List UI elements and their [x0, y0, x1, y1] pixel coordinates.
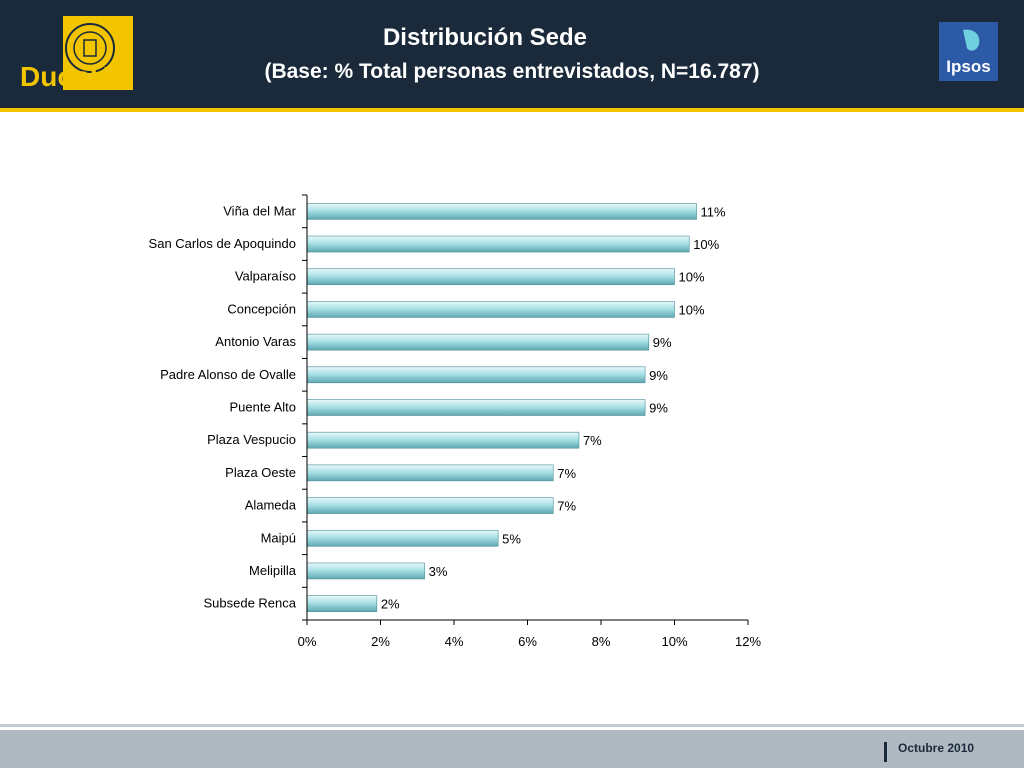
duocuc-logo: DuocUC [20, 16, 133, 90]
x-tick-label: 10% [661, 634, 687, 649]
category-label: Subsede Renca [203, 596, 296, 611]
footer-date: Octubre 2010 [898, 741, 975, 755]
category-label: Melipilla [249, 563, 297, 578]
ipsos-logo: Ipsos [939, 22, 998, 81]
bar [306, 595, 378, 612]
header-bar [0, 0, 1024, 108]
category-label: Plaza Vespucio [207, 432, 296, 447]
bar [306, 366, 646, 384]
page-subtitle: (Base: % Total personas entrevistados, N… [264, 60, 760, 83]
data-label: 7% [557, 499, 576, 514]
footer-bar [0, 730, 1024, 768]
category-label: San Carlos de Apoquindo [149, 236, 296, 251]
footer-divider [0, 724, 1024, 727]
bar [306, 431, 580, 449]
header-accent-rule [0, 108, 1024, 112]
x-tick-label: 12% [735, 634, 761, 649]
x-tick-label: 4% [445, 634, 464, 649]
bar [306, 562, 425, 580]
category-label: Puente Alto [230, 400, 297, 415]
bar-chart: Viña del Mar 11% San Carlos de Apoquindo 10… [149, 194, 761, 649]
category-label: Maipú [261, 530, 296, 545]
chart-bars-group [306, 203, 697, 612]
category-label: Concepción [227, 301, 296, 316]
category-label: Plaza Oeste [225, 465, 296, 480]
data-label: 9% [649, 401, 668, 416]
data-label: 7% [583, 433, 602, 448]
bar [306, 497, 554, 514]
category-label: Valparaíso [235, 269, 296, 284]
data-label: 11% [701, 204, 726, 219]
x-tick-label: 2% [371, 634, 390, 649]
bar [306, 464, 554, 482]
data-label: 2% [381, 597, 400, 612]
page-title: Distribución Sede [382, 24, 588, 51]
x-tick-label: 0% [298, 634, 317, 649]
ipsos-logo-text: Ipsos [946, 57, 990, 76]
footer-marker [884, 742, 887, 762]
chart-axes-group: Viña del Mar 11% San Carlos de Apoquindo 10… [149, 194, 761, 649]
bar [306, 529, 499, 547]
bar [306, 235, 690, 253]
x-tick-label: 6% [518, 634, 537, 649]
category-label: Antonio Varas [215, 334, 296, 349]
data-label: 7% [557, 466, 576, 481]
duocuc-logo-text: DuocUC [20, 61, 130, 90]
bar [306, 301, 675, 318]
data-label: 10% [693, 237, 719, 252]
x-tick-label: 8% [592, 634, 611, 649]
data-label: 5% [502, 531, 521, 546]
category-label: Alameda [245, 498, 297, 513]
bar [306, 399, 646, 416]
bar [306, 203, 697, 220]
data-label: 10% [679, 270, 705, 285]
bar [306, 333, 650, 351]
category-label: Padre Alonso de Ovalle [160, 367, 296, 382]
data-label: 10% [679, 302, 705, 317]
data-label: 9% [649, 368, 668, 383]
bar [306, 268, 675, 286]
data-label: 3% [429, 564, 448, 579]
data-label: 9% [653, 335, 672, 350]
category-label: Viña del Mar [223, 203, 296, 218]
